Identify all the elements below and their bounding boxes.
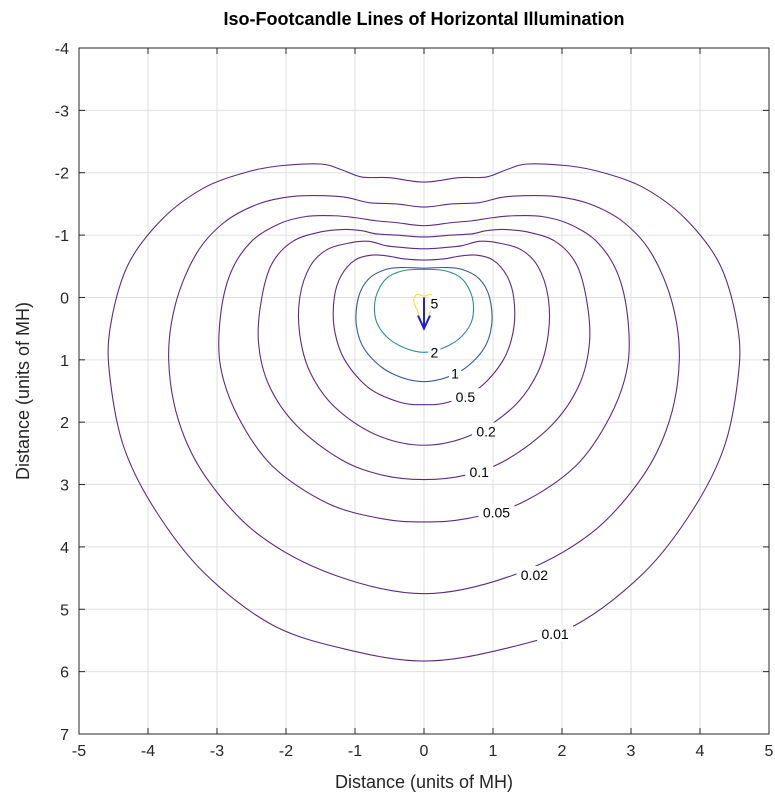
contour-line-2 xyxy=(373,268,475,353)
contour-label-bg xyxy=(428,343,441,360)
x-tick-label: 0 xyxy=(420,743,429,760)
y-tick-label: 7 xyxy=(60,727,69,744)
x-tick-label: 5 xyxy=(765,743,774,760)
contour-label-0.05: 0.05 xyxy=(483,505,510,521)
contour-labels: 0.01 0.02 0.05 0.1 0.2 0.5 12 5 xyxy=(428,294,574,642)
contour-label-0.02: 0.02 xyxy=(521,567,548,583)
y-tick-label: 5 xyxy=(60,602,69,619)
y-tick-label: 0 xyxy=(60,290,69,307)
contour-label-0.5: 0.5 xyxy=(456,389,476,405)
contour-line-0.02 xyxy=(168,194,680,595)
x-tick-label: 2 xyxy=(558,743,567,760)
contour-label-bg xyxy=(465,463,494,480)
x-tick-label: -4 xyxy=(141,743,155,760)
contour-label-bg xyxy=(449,364,462,381)
y-tick-label: 1 xyxy=(60,353,69,370)
contour-line-0.5 xyxy=(332,254,516,406)
contour-label-bg xyxy=(478,503,515,520)
contour-label-bg xyxy=(537,625,574,642)
x-tick-label: 1 xyxy=(489,743,498,760)
contour-label-bg xyxy=(516,565,553,582)
x-tick-label: -3 xyxy=(210,743,224,760)
chart-title: Iso-Footcandle Lines of Horizontal Illum… xyxy=(223,9,624,29)
luminaire-arrow xyxy=(417,297,431,332)
y-tick-label: -1 xyxy=(55,228,69,245)
contour-label-5: 5 xyxy=(430,296,438,312)
contour-lines xyxy=(107,163,741,662)
contour-line-1 xyxy=(355,266,493,383)
x-tick-label: -2 xyxy=(279,743,293,760)
y-tick-label: 4 xyxy=(60,540,69,557)
y-tick-label: 3 xyxy=(60,478,69,495)
contour-line-0.2 xyxy=(297,240,551,446)
y-tick-label: 6 xyxy=(60,665,69,682)
contour-line-0.01 xyxy=(107,163,741,662)
grid xyxy=(78,47,770,735)
x-tick-label: -5 xyxy=(72,743,86,760)
x-tick-label: 3 xyxy=(627,743,636,760)
x-tick-label: 4 xyxy=(696,743,705,760)
y-tick-label: -2 xyxy=(55,166,69,183)
contour-label-2: 2 xyxy=(430,344,438,360)
contour-label-1: 1 xyxy=(451,366,459,382)
y-tick-label: 2 xyxy=(60,415,69,432)
arrow-head xyxy=(417,315,431,332)
x-axis-title: Distance (units of MH) xyxy=(335,772,513,792)
y-tick-label: -3 xyxy=(55,103,69,120)
contour-label-0.1: 0.1 xyxy=(469,464,489,480)
contour-label-bg xyxy=(472,422,501,439)
contour-label-0.2: 0.2 xyxy=(476,424,496,440)
y-tick-label: -4 xyxy=(55,41,69,58)
contour-label-bg xyxy=(451,388,480,405)
contour-line-0.05 xyxy=(218,214,630,523)
x-tick-label: -1 xyxy=(348,743,362,760)
contour-label-0.01: 0.01 xyxy=(541,626,568,642)
y-axis-title: Distance (units of MH) xyxy=(13,302,33,480)
contour-line-0.1 xyxy=(257,228,591,481)
contour-label-bg xyxy=(428,294,441,311)
